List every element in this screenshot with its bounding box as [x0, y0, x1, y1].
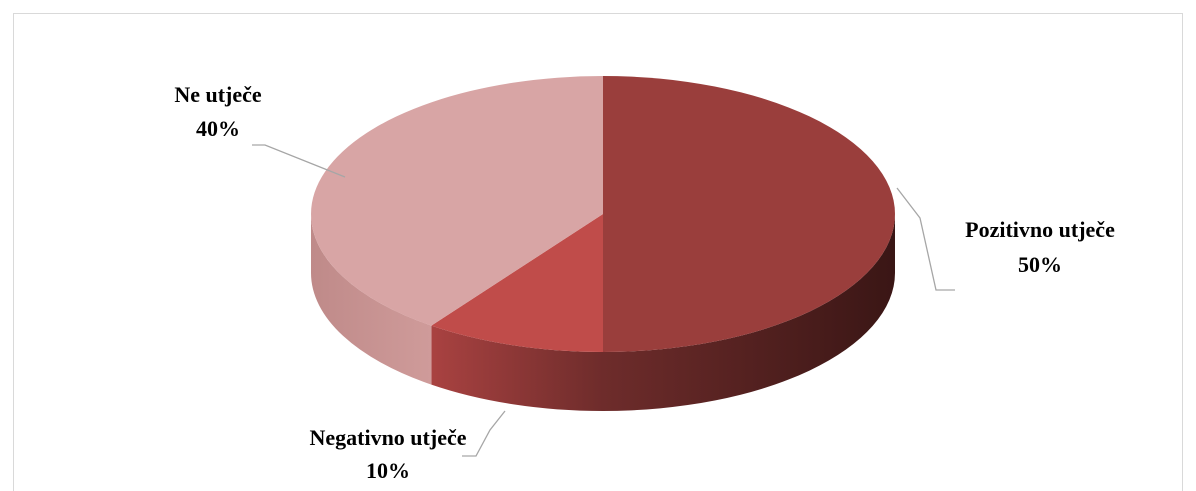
- leader-line-pozitivno: [896, 187, 955, 291]
- slice-side-ne-utjece: [311, 214, 432, 385]
- slice-label-pozitivno: Pozitivno utječe: [965, 217, 1115, 242]
- slice-label-ne-utjece: Ne utječe: [174, 82, 262, 107]
- leader-line-negativno: [462, 410, 506, 457]
- slice-value-pozitivno: 50%: [1018, 252, 1062, 277]
- slice-ne-utjece: [311, 76, 603, 326]
- slice-side-negativno: [431, 325, 603, 411]
- slice-label-negativno: Negativno utječe: [309, 425, 466, 450]
- leader-line-ne-utjece: [252, 144, 346, 178]
- slice-value-negativno: 10%: [366, 458, 410, 483]
- chart-area: [13, 13, 1183, 491]
- slice-negativno: [431, 214, 603, 352]
- slice-pozitivno: [603, 76, 895, 352]
- slice-side-pozitivno: [603, 214, 895, 411]
- leader-lines: [252, 144, 955, 457]
- slice-value-ne-utjece: 40%: [196, 116, 240, 141]
